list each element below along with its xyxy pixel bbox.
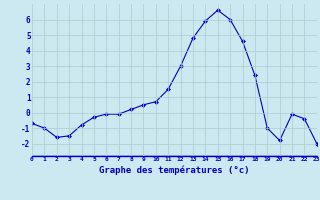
X-axis label: Graphe des températures (°c): Graphe des températures (°c) <box>99 165 250 175</box>
